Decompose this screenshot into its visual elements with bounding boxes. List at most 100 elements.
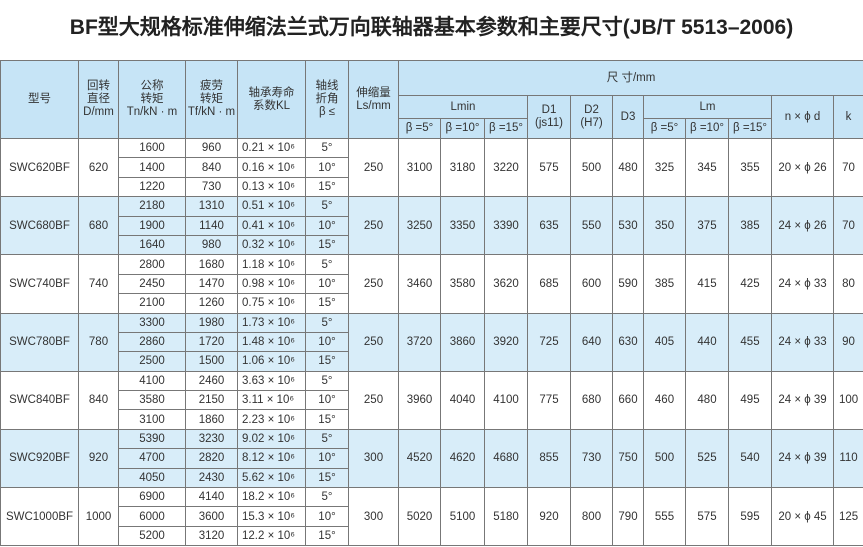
lmin-cell: 5180	[484, 487, 528, 547]
lmin-cell: 3100	[398, 137, 441, 198]
nominal-torque-cell: 2500	[118, 351, 186, 372]
diameter-cell: 920	[78, 428, 119, 489]
stretch-cell: 250	[348, 196, 399, 256]
fatigue-torque-cell: 1980	[185, 312, 238, 333]
fatigue-torque-cell: 1140	[185, 215, 238, 236]
header-angle-5: β =5°	[398, 118, 441, 139]
d3-cell: 750	[612, 428, 644, 489]
page-title: BF型大规格标准伸缩法兰式万向联轴器基本参数和主要尺寸(JB/T 5513–20…	[69, 16, 794, 39]
fatigue-torque-cell: 960	[185, 137, 238, 159]
bearing-life-cell: 15.3 × 10⁶	[237, 506, 306, 527]
angle-cell: 15°	[305, 234, 349, 256]
lm-cell: 440	[685, 312, 729, 372]
d3-cell: 660	[612, 370, 644, 430]
nominal-torque-cell: 4100	[118, 370, 186, 392]
table-row: SWC920BF 920 5390 3230 9.02 × 10⁶ 5° 300 4520 46…	[0, 428, 863, 489]
table-row: 2450 1470 0.98 × 10⁶ 10°	[1, 273, 863, 295]
bearing-life-cell: 0.51 × 10⁶	[237, 196, 306, 217]
nominal-torque-cell: 2800	[118, 254, 186, 275]
fatigue-torque-cell: 840	[185, 157, 238, 178]
angle-cell: 5°	[305, 137, 349, 159]
angle-cell: 15°	[305, 409, 349, 430]
header-angle-15: β =15°	[484, 118, 528, 139]
lm-cell: 525	[685, 428, 729, 489]
lm-cell: 385	[643, 254, 686, 314]
angle-cell: 15°	[305, 176, 349, 198]
bearing-life-cell: 0.21 × 10⁶	[237, 137, 306, 159]
d1-cell: 855	[527, 428, 571, 489]
lm-cell: 540	[728, 428, 772, 489]
bolts-cell: 20 × ϕ 26	[771, 137, 834, 198]
header-d1: D1 (js11)	[527, 95, 571, 139]
bearing-life-cell: 18.2 × 10⁶	[237, 487, 306, 508]
nominal-torque-cell: 2180	[118, 196, 186, 217]
table-row: SWC1000BF 1000 6900 4140 18.2 × 10⁶ 5° 300 5020…	[0, 487, 863, 547]
bearing-life-cell: 9.02 × 10⁶	[237, 428, 306, 450]
table-row: 2100 1260 0.75 × 10⁶ 15°	[1, 293, 863, 314]
d1-cell: 635	[527, 196, 571, 256]
stretch-cell: 300	[348, 487, 399, 547]
angle-cell: 5°	[305, 487, 349, 508]
table-row: 1900 1140 0.41 × 10⁶ 10°	[1, 215, 863, 236]
d2-cell: 680	[570, 370, 613, 430]
lm-cell: 405	[643, 312, 686, 372]
table-row: 4700 2820 8.12 × 10⁶ 10°	[1, 448, 863, 469]
lm-cell: 595	[728, 487, 772, 547]
bearing-life-cell: 3.11 × 10⁶	[237, 390, 306, 411]
bearing-life-cell: 1.18 × 10⁶	[237, 254, 306, 275]
lm-cell: 355	[728, 137, 772, 198]
lmin-cell: 3390	[484, 196, 528, 256]
lmin-cell: 4040	[440, 370, 485, 430]
stretch-cell: 300	[348, 428, 399, 489]
fatigue-torque-cell: 1720	[185, 331, 238, 353]
d1-cell: 725	[527, 312, 571, 372]
bearing-life-cell: 0.41 × 10⁶	[237, 215, 306, 236]
model-cell: SWC840BF	[0, 370, 79, 430]
nominal-torque-cell: 1900	[118, 215, 186, 236]
header-d3: D3	[612, 95, 644, 139]
fatigue-torque-cell: 4140	[185, 487, 238, 508]
bearing-life-cell: 3.63 × 10⁶	[237, 370, 306, 392]
nominal-torque-cell: 4050	[118, 467, 186, 489]
header-d2: D2 (H7)	[570, 95, 613, 139]
lmin-cell: 3860	[440, 312, 485, 372]
fatigue-torque-cell: 2460	[185, 370, 238, 392]
model-cell: SWC620BF	[0, 137, 79, 198]
d2-cell: 600	[570, 254, 613, 314]
nominal-torque-cell: 6900	[118, 487, 186, 508]
fatigue-torque-cell: 980	[185, 234, 238, 256]
stretch-cell: 250	[348, 312, 399, 372]
bearing-life-cell: 1.48 × 10⁶	[237, 331, 306, 353]
bearing-life-cell: 5.62 × 10⁶	[237, 467, 306, 489]
k-cell: 80	[832, 254, 863, 314]
table-body: SWC620BF 620 1600 960 0.21 × 10⁶ 5° 250 3100 318…	[0, 137, 863, 547]
bolts-cell: 20 × ϕ 45	[771, 487, 834, 547]
angle-cell: 10°	[305, 390, 349, 411]
lm-cell: 555	[643, 487, 686, 547]
angle-cell: 15°	[305, 525, 349, 547]
bolts-cell: 24 × ϕ 33	[771, 312, 834, 372]
nominal-torque-cell: 1640	[118, 234, 186, 256]
diameter-cell: 620	[78, 137, 119, 198]
lmin-cell: 4100	[484, 370, 528, 430]
nominal-torque-cell: 1220	[118, 176, 186, 198]
angle-cell: 10°	[305, 506, 349, 527]
model-cell: SWC740BF	[0, 254, 79, 314]
nominal-torque-cell: 2860	[118, 331, 186, 353]
header-k: k	[832, 95, 863, 139]
header-model: 型号	[0, 60, 79, 139]
angle-cell: 10°	[305, 448, 349, 469]
table-row: 3580 2150 3.11 × 10⁶ 10°	[1, 390, 863, 411]
header-diameter: 回转 直径 D/mm	[78, 60, 119, 139]
d3-cell: 480	[612, 137, 644, 198]
header-bearing-life: 轴承寿命 系数KL	[237, 60, 306, 139]
lm-cell: 385	[728, 196, 772, 256]
lm-cell: 375	[685, 196, 729, 256]
model-cell: SWC680BF	[0, 196, 79, 256]
lm-cell: 325	[643, 137, 686, 198]
bearing-life-cell: 12.2 × 10⁶	[237, 525, 306, 547]
table-row: 1220 730 0.13 × 10⁶ 15°	[1, 176, 863, 198]
diameter-cell: 780	[78, 312, 119, 372]
k-cell: 100	[832, 370, 863, 430]
lm-cell: 495	[728, 370, 772, 430]
